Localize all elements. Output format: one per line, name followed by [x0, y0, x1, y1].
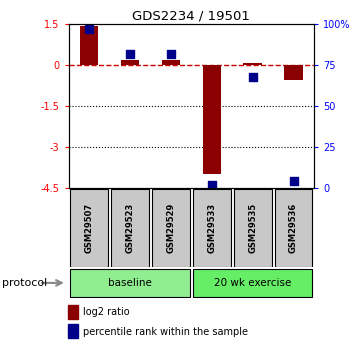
Point: [209, 182, 215, 188]
Point: [127, 51, 133, 56]
Text: GSM29507: GSM29507: [84, 203, 93, 253]
Point: [250, 74, 256, 79]
FancyBboxPatch shape: [193, 189, 231, 267]
Text: percentile rank within the sample: percentile rank within the sample: [83, 327, 248, 337]
Bar: [121, 60, 139, 65]
Title: GDS2234 / 19501: GDS2234 / 19501: [132, 10, 250, 23]
Point: [86, 26, 92, 32]
Text: GSM29535: GSM29535: [248, 203, 257, 253]
FancyBboxPatch shape: [111, 189, 149, 267]
Bar: [80, 26, 98, 65]
FancyBboxPatch shape: [152, 189, 190, 267]
FancyBboxPatch shape: [234, 189, 271, 267]
FancyBboxPatch shape: [70, 189, 108, 267]
Point: [168, 51, 174, 56]
Text: baseline: baseline: [108, 278, 152, 288]
Text: protocol: protocol: [2, 278, 47, 288]
Bar: [284, 65, 303, 80]
FancyBboxPatch shape: [193, 269, 312, 297]
Text: 20 wk exercise: 20 wk exercise: [214, 278, 291, 288]
Bar: [68, 305, 78, 318]
Text: GSM29529: GSM29529: [166, 203, 175, 253]
Bar: [243, 63, 262, 65]
Text: GSM29523: GSM29523: [126, 203, 134, 253]
Text: GSM29533: GSM29533: [207, 203, 216, 253]
Text: log2 ratio: log2 ratio: [83, 307, 129, 317]
Point: [291, 179, 296, 184]
Bar: [68, 325, 78, 338]
Text: GSM29536: GSM29536: [289, 203, 298, 253]
Bar: [162, 60, 180, 65]
FancyBboxPatch shape: [275, 189, 312, 267]
Bar: [203, 65, 221, 174]
FancyBboxPatch shape: [70, 269, 190, 297]
